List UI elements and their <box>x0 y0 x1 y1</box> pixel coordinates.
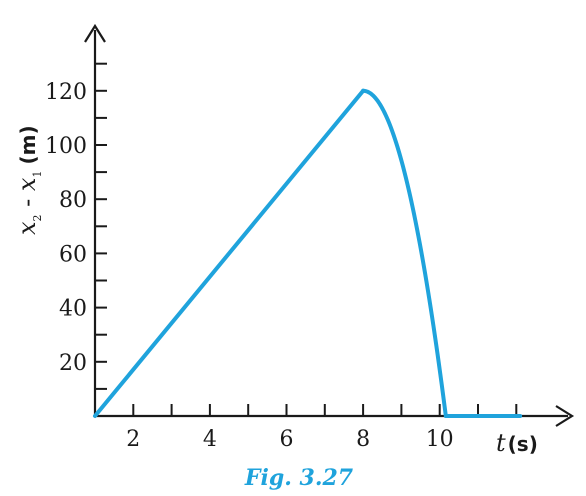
y-tick-label: 40 <box>59 297 87 322</box>
x-tick-label: 4 <box>203 427 217 452</box>
y-axis-minus: - <box>13 191 41 214</box>
figure-caption: Fig. 3.27 <box>244 465 354 491</box>
ticks <box>95 62 518 416</box>
x-tick-label: 8 <box>356 427 370 452</box>
x-axis-var: t <box>496 429 506 457</box>
y-tick-label: 80 <box>59 188 87 213</box>
y-tick-label: 20 <box>59 351 87 376</box>
y-tick-label: 120 <box>45 80 87 105</box>
series <box>93 88 523 418</box>
y-axis-sub-1: 1 <box>31 171 44 178</box>
y-tick-label: 100 <box>45 134 87 159</box>
x-axis-arrow <box>555 405 575 427</box>
y-axis-label: x2 - x1(m) <box>13 125 44 235</box>
y-axis-var-1: x <box>13 177 41 191</box>
y-axis-var-2: x <box>13 221 41 235</box>
series-line-segment <box>93 88 366 418</box>
x-tick-label: 2 <box>126 427 140 452</box>
tick-labels: 20 40 60 80 100 120 2 4 6 8 10 <box>45 80 454 452</box>
y-tick-label: 60 <box>59 242 87 267</box>
x-axis-label: t (s) <box>496 429 538 457</box>
axes <box>84 23 575 427</box>
x-axis-unit: (s) <box>508 432 538 456</box>
y-axis-arrow <box>84 23 106 43</box>
y-axis-sub-2: 2 <box>31 214 44 221</box>
x-tick-label: 6 <box>280 427 294 452</box>
svg-text:x2 - x1(m): x2 - x1(m) <box>13 125 44 235</box>
y-axis-unit: (m) <box>16 125 40 164</box>
x-tick-label: 10 <box>426 427 454 452</box>
series-line-segment <box>361 88 448 418</box>
